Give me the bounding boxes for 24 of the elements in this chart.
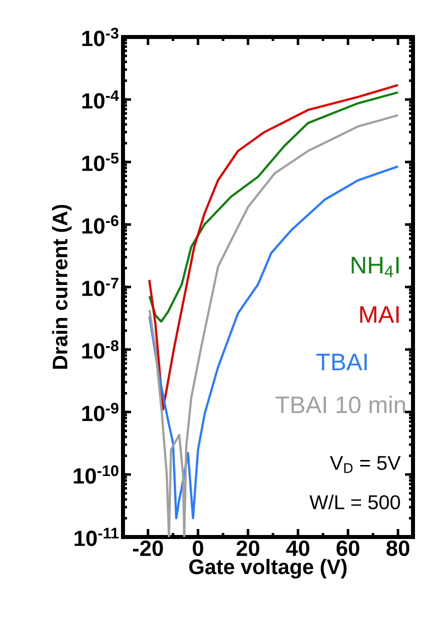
x-tick-label: 20 xyxy=(236,540,260,556)
y-tick-label: 10$^{-8}$ xyxy=(82,340,119,359)
x-tick-label: 60 xyxy=(336,540,360,556)
y-tick-label: 10$^{-9}$ xyxy=(82,402,118,422)
x-axis-title: Gate voltage (V) xyxy=(189,558,347,578)
y-tick-label: 10$^{-3}$ xyxy=(82,28,118,46)
line-series xyxy=(148,91,400,323)
y-tick-label: 10$^{-6}$ xyxy=(82,215,118,234)
y-tick-label: 10$^{-11}$ xyxy=(74,528,119,546)
y-tick-label: 10$^{-7}$ xyxy=(82,278,118,296)
x-tick-label: -20 xyxy=(133,540,163,556)
text: TBAI 10 min xyxy=(276,396,406,414)
text: TBAI xyxy=(316,354,367,370)
x-tick-label: 80 xyxy=(386,540,410,556)
text: NH$_{4}$I xyxy=(352,256,399,278)
annotation: V$_{D}$ = 5V xyxy=(330,456,401,473)
y-axis-title: Drain current (A) xyxy=(52,204,72,369)
x-tick-label: 0 xyxy=(192,540,204,556)
annotation: W/L = 500 xyxy=(309,494,400,510)
y-tick-label: 10$^{-5}$ xyxy=(82,152,119,172)
y-tick-label: 10$^{-10}$ xyxy=(74,465,118,484)
text: MAI xyxy=(360,306,399,323)
y-tick-label: 10$^{-4}$ xyxy=(82,90,119,109)
x-tick-label: 40 xyxy=(286,540,310,556)
